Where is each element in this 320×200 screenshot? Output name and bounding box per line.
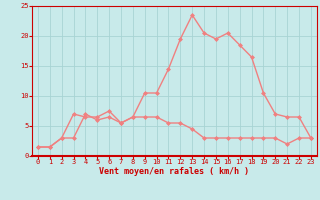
X-axis label: Vent moyen/en rafales ( km/h ): Vent moyen/en rafales ( km/h ) — [100, 167, 249, 176]
